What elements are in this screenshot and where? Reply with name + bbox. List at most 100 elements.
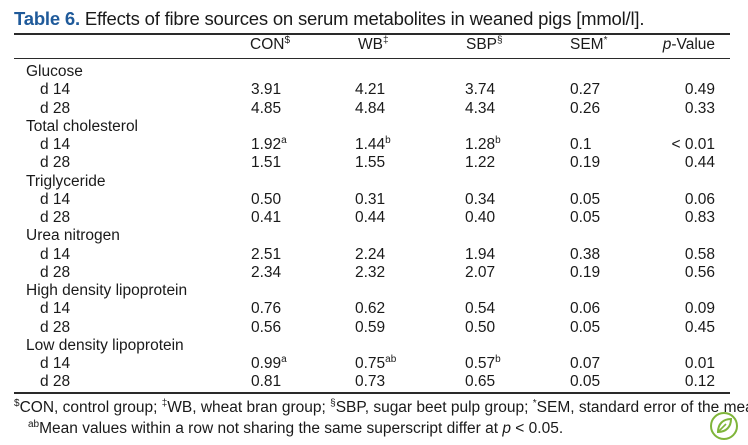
group-label: Urea nitrogen	[26, 227, 120, 245]
cell-p: 0.83	[684, 209, 715, 226]
significance-superscript: ab	[385, 354, 397, 365]
cell-p: 0.45	[684, 318, 715, 336]
cell-wb: 4.84	[355, 99, 386, 117]
cell-sbp: 0.65	[465, 373, 496, 391]
table-row: d 28 0.56 0.59 0.50 0.05 0.45	[0, 318, 748, 338]
cell-con: 4.85	[251, 99, 282, 117]
day-label: d 14	[40, 245, 71, 263]
significance-superscript: b	[495, 135, 501, 146]
day-label: d 28	[40, 154, 71, 172]
cell-con: 0.50	[251, 190, 282, 208]
cell-sbp: 1.94	[465, 245, 496, 263]
cell-sbp: 0.40	[465, 209, 496, 226]
footnote-abbreviations: $CON, control group; ‡WB, wheat bran gro…	[14, 398, 748, 417]
table-row: d 28 1.51 1.55 1.22 0.19 0.44	[0, 153, 748, 173]
significance-superscript: b	[495, 354, 501, 365]
cell-sem: 0.27	[570, 81, 601, 99]
cell-sbp: 3.74	[465, 81, 496, 99]
cell-sbp: 0.34	[465, 190, 496, 208]
cell-p: 0.49	[684, 81, 715, 99]
group-label: Glucose	[26, 63, 83, 80]
table-group-row: Triglyceride	[0, 172, 748, 192]
cell-sem: 0.38	[570, 245, 601, 263]
table-row: d 14 0.50 0.31 0.34 0.05 0.06	[0, 190, 748, 210]
leaf-badge-icon	[710, 412, 738, 440]
day-label: d 28	[40, 318, 71, 336]
cell-con: 2.34	[251, 263, 282, 281]
table-group-row: Glucose	[0, 62, 748, 82]
cell-p: < 0.01	[671, 136, 715, 153]
group-label: High density lipoprotein	[26, 282, 188, 299]
significance-superscript: a	[281, 354, 287, 365]
cell-sem: 0.19	[570, 263, 601, 281]
cell-sem: 0.05	[570, 190, 601, 208]
cell-con: 0.41	[251, 209, 282, 226]
day-label: d 28	[40, 263, 71, 281]
cell-wb: 2.24	[355, 245, 386, 263]
cell-con: 0.56	[251, 318, 282, 336]
cell-con: 0.99a	[251, 354, 287, 373]
significance-superscript: b	[385, 135, 391, 146]
bottom-rule	[14, 392, 730, 394]
table-row: d 28 2.34 2.32 2.07 0.19 0.56	[0, 263, 748, 283]
cell-p: 0.56	[684, 263, 715, 281]
day-label: d 14	[40, 300, 71, 318]
footnote-significance: abMean values within a row not sharing t…	[28, 419, 564, 438]
group-label: Low density lipoprotein	[26, 336, 184, 354]
day-label: d 14	[40, 81, 71, 99]
table-group-row: High density lipoprotein	[0, 281, 748, 301]
table-group-row: Urea nitrogen	[0, 226, 748, 246]
cell-wb: 1.44b	[355, 135, 391, 154]
cell-sem: 0.05	[570, 318, 601, 336]
cell-con: 2.51	[251, 245, 282, 263]
cell-wb: 0.73	[355, 373, 386, 391]
cell-p: 0.09	[684, 300, 715, 318]
header-rule	[14, 58, 730, 59]
cell-con: 1.92a	[251, 135, 287, 154]
cell-wb: 0.75ab	[355, 354, 397, 373]
cell-sbp: 4.34	[465, 99, 496, 117]
cell-wb: 0.31	[355, 190, 386, 208]
column-header-p-value: p-Value	[662, 36, 715, 53]
top-rule	[14, 33, 730, 35]
cell-sem: 0.19	[570, 154, 601, 172]
cell-sbp: 2.07	[465, 263, 496, 281]
cell-sem: 0.05	[570, 373, 601, 391]
table-row: d 14 2.51 2.24 1.94 0.38 0.58	[0, 245, 748, 265]
cell-p: 0.58	[684, 245, 715, 263]
leaf-icon	[716, 417, 733, 434]
cell-p: 0.12	[684, 373, 715, 391]
cell-sbp: 0.57b	[465, 354, 501, 373]
column-header-sem: SEM*	[570, 35, 608, 54]
cell-sem: 0.07	[570, 355, 601, 372]
cell-p: 0.44	[684, 154, 715, 172]
cell-sem: 0.05	[570, 209, 601, 226]
cell-wb: 1.55	[355, 154, 386, 172]
cell-p: 0.33	[684, 99, 715, 117]
cell-sbp: 0.54	[465, 300, 496, 318]
column-header-con: CON$	[250, 35, 291, 54]
cell-wb: 0.59	[355, 318, 386, 336]
day-label: d 14	[40, 190, 71, 208]
table-row: d 28 0.41 0.44 0.40 0.05 0.83	[0, 208, 748, 228]
column-header-wb: WB‡	[358, 35, 389, 54]
table-title: Table 6. Effects of fibre sources on ser…	[14, 6, 644, 32]
cell-sbp: 1.22	[465, 154, 496, 172]
cell-sem: 0.1	[570, 136, 592, 153]
table-number: Table 6.	[14, 8, 80, 29]
table-row: d 14 1.92a 1.44b 1.28b 0.1 < 0.01	[0, 135, 748, 155]
cell-sbp: 0.50	[465, 318, 496, 336]
table-row: d 14 3.91 4.21 3.74 0.27 0.49	[0, 80, 748, 100]
cell-wb: 0.44	[355, 209, 386, 226]
cell-con: 3.91	[251, 81, 282, 99]
cell-con: 1.51	[251, 154, 282, 172]
day-label: d 28	[40, 209, 71, 226]
table-caption: Effects of fibre sources on serum metabo…	[79, 8, 645, 29]
cell-sem: 0.06	[570, 300, 601, 318]
cell-wb: 2.32	[355, 263, 386, 281]
cell-sbp: 1.28b	[465, 135, 501, 154]
cell-sem: 0.26	[570, 99, 601, 117]
column-header-sbp: SBP§	[466, 35, 503, 54]
group-label: Total cholesterol	[26, 117, 139, 135]
table-row: d 14 0.76 0.62 0.54 0.06 0.09	[0, 299, 748, 319]
